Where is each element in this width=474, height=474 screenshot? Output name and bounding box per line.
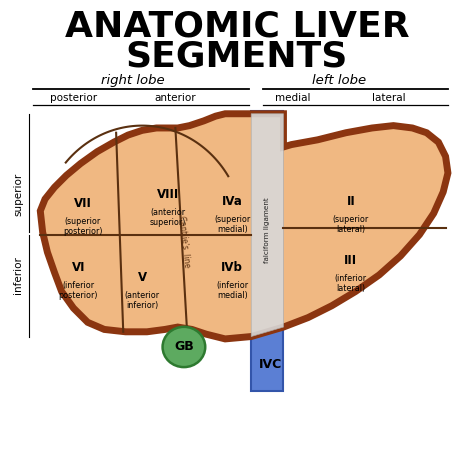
Text: V: V [137,271,147,284]
Text: lateral: lateral [372,93,405,103]
Text: III: III [344,254,357,267]
Text: Cantlie's  line: Cantlie's line [177,215,191,268]
Text: falciform ligament: falciform ligament [264,197,270,263]
FancyBboxPatch shape [251,111,283,391]
Polygon shape [40,114,448,339]
Text: VIII: VIII [157,188,179,201]
Text: inferior: inferior [13,256,23,294]
Text: (superior
lateral): (superior lateral) [333,215,369,234]
Text: ANATOMIC LIVER: ANATOMIC LIVER [64,9,410,43]
Ellipse shape [163,327,205,367]
Text: superior: superior [13,173,23,216]
Polygon shape [251,114,283,337]
Text: (inferior
lateral): (inferior lateral) [335,274,367,293]
Text: anterior: anterior [155,93,196,103]
Text: SEGMENTS: SEGMENTS [126,40,348,74]
Text: (anterior
inferior): (anterior inferior) [125,291,160,310]
Text: IVC: IVC [258,358,282,372]
Text: VII: VII [74,197,92,210]
Text: right lobe: right lobe [101,74,164,87]
Text: IVb: IVb [221,261,243,274]
Text: (inferior
medial): (inferior medial) [216,281,248,300]
Text: IVa: IVa [222,195,243,208]
Text: GB: GB [174,339,194,353]
Text: II: II [346,195,355,208]
Text: (superior
medial): (superior medial) [214,215,250,234]
Text: left lobe: left lobe [312,74,366,87]
Text: posterior: posterior [50,93,97,103]
Text: medial: medial [275,93,310,103]
Text: (anterior
superior): (anterior superior) [150,208,186,227]
Text: (superior
posterior): (superior posterior) [63,217,103,236]
Text: VI: VI [72,261,85,274]
Text: (inferior
posterior): (inferior posterior) [58,281,98,300]
